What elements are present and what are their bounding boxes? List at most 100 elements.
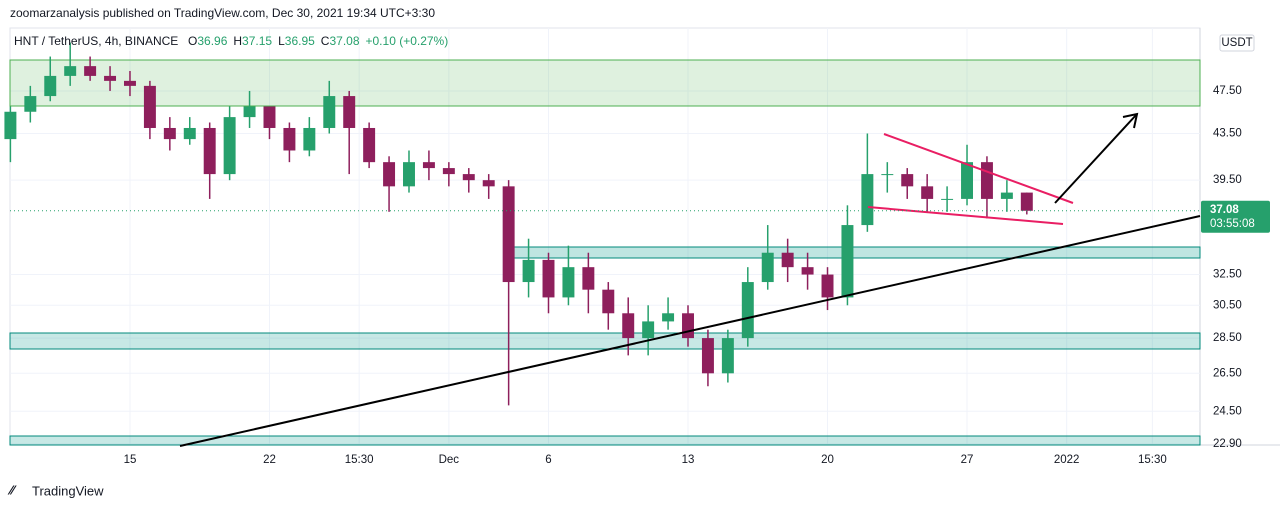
y-tick-label: 43.50 <box>1213 128 1242 140</box>
candle-body <box>761 252 774 283</box>
candle-body <box>163 127 176 140</box>
candle-body <box>980 162 993 199</box>
candle-body <box>1000 192 1013 199</box>
candle-body <box>283 127 296 151</box>
candle-body <box>542 259 555 298</box>
price-axis: 22.90 24.50 26.50 28.50 30.50 32.50 39.50 43.50… <box>1213 85 1242 450</box>
candle-body <box>482 180 495 187</box>
candle-body <box>4 111 17 140</box>
ohlc-change: +0.10 (+0.27%) <box>366 34 449 48</box>
ohlc: O36.96 H37.15 L36.95 C37.08 +0.10 (+0.27%) <box>188 34 448 48</box>
candle-body <box>243 106 256 118</box>
candle-body <box>203 127 216 175</box>
logo: ⁄⁄ <box>7 482 17 497</box>
x-tick-label: 20 <box>821 454 834 466</box>
y-tick-label: 22.90 <box>1213 438 1242 450</box>
y-tick-label: 28.50 <box>1213 332 1242 344</box>
candle-body <box>343 96 356 128</box>
candle-body <box>462 174 475 181</box>
candle-body <box>24 96 37 112</box>
candle-body <box>622 313 635 339</box>
candle-body <box>841 225 854 298</box>
candle-body <box>84 66 97 76</box>
candle-body <box>183 127 196 140</box>
y-tick-label: 24.50 <box>1213 405 1242 417</box>
x-tick-label: 6 <box>545 454 551 466</box>
candle-body <box>303 127 316 151</box>
publisher: zoomarzanalysis published on TradingView… <box>10 6 435 20</box>
plot-area <box>9 27 1201 446</box>
candle-body <box>901 174 914 187</box>
candle-body <box>422 162 435 169</box>
candle-body <box>961 162 974 199</box>
legend: HNT / TetherUS, 4h, BINANCE O36.96 H37.15… <box>14 34 448 48</box>
candle-body <box>662 313 675 322</box>
candle-body <box>403 162 415 187</box>
candle-body <box>941 198 954 200</box>
currency: USDT <box>1221 37 1252 49</box>
candle-body <box>522 259 535 283</box>
candles <box>4 42 1033 406</box>
candle-body <box>104 75 117 81</box>
x-tick-label: Dec <box>439 454 460 466</box>
x-tick-label: 15:30 <box>345 454 374 466</box>
candle-body <box>741 282 754 339</box>
candle-body <box>801 267 814 275</box>
candle-body <box>861 174 874 226</box>
wedge-line <box>867 206 1064 225</box>
y-tick-label: 30.50 <box>1213 299 1242 311</box>
y-tick-label: 47.50 <box>1213 85 1242 97</box>
candle-body <box>263 106 276 128</box>
drawings-lines <box>179 112 1201 447</box>
x-tick-label: 15 <box>124 454 137 466</box>
x-tick-label: 15:30 <box>1138 454 1167 466</box>
candle-body <box>721 338 734 374</box>
last-price-box <box>1201 200 1270 233</box>
candle-body <box>821 274 834 298</box>
ohlc-key: H <box>233 34 242 48</box>
countdown: 03:55:08 <box>1210 218 1255 230</box>
candle-body <box>44 75 57 97</box>
zone <box>9 435 1201 446</box>
candle-body <box>602 289 615 314</box>
ohlc-key: C <box>321 34 330 48</box>
ohlc-value: 36.95 <box>285 34 315 48</box>
ohlc-value: 37.15 <box>242 34 272 48</box>
trend-line <box>179 215 1201 447</box>
candle-body <box>881 174 894 176</box>
arrow-head <box>1122 112 1139 129</box>
candle-body <box>123 80 136 86</box>
candle-body <box>562 267 575 298</box>
drawings-zones <box>9 59 1201 446</box>
candle-body <box>363 127 376 163</box>
x-tick-label: 22 <box>263 454 276 466</box>
candle-body <box>143 85 156 128</box>
candle-body <box>682 313 694 339</box>
last-price-label: 37.08 <box>1210 204 1239 216</box>
x-tick-label: 27 <box>961 454 974 466</box>
currency-box <box>1219 34 1255 52</box>
candle-body <box>223 117 236 175</box>
zone <box>9 332 1201 350</box>
candle-body <box>64 66 77 76</box>
symbol: HNT / TetherUS, 4h, BINANCE <box>14 34 178 48</box>
ohlc-value: 37.08 <box>329 34 359 48</box>
y-tick-label: 39.50 <box>1213 174 1242 186</box>
candle-body <box>323 96 336 128</box>
wedge-line <box>883 133 1074 204</box>
candle-body <box>701 338 714 374</box>
ohlc-key: O <box>188 34 197 48</box>
x-tick-label: 13 <box>682 454 695 466</box>
ohlc-key: L <box>278 34 285 48</box>
candle-body <box>1020 192 1033 211</box>
brand: TradingView <box>32 483 104 498</box>
candle-body <box>383 162 396 187</box>
candle-body <box>781 252 794 268</box>
candle-body <box>582 267 595 290</box>
y-tick-label: 26.50 <box>1213 367 1242 379</box>
ohlc-value: 36.96 <box>197 34 227 48</box>
zone <box>9 59 1201 107</box>
candle-body <box>442 168 455 175</box>
